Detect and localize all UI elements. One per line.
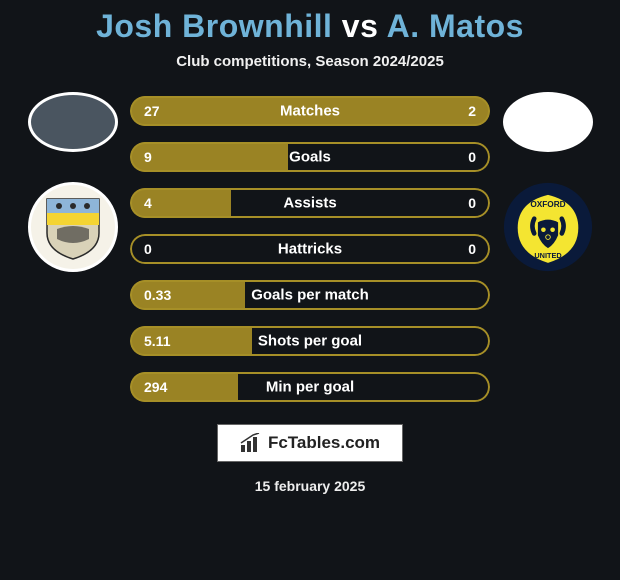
bar-value-left: 294	[144, 379, 167, 395]
title-player1: Josh Brownhill	[96, 8, 332, 44]
bar-fill-left	[130, 142, 288, 172]
player2-club-badge: OXFORD UNITED	[503, 182, 593, 272]
page-title: Josh Brownhill vs A. Matos	[96, 8, 524, 45]
bar-value-right: 0	[468, 149, 476, 165]
player1-club-badge	[28, 182, 118, 272]
bar-label: Goals	[289, 149, 331, 166]
bar-value-right: 0	[468, 241, 476, 257]
bar-label: Matches	[280, 103, 340, 120]
stat-row: 27 2 Matches	[130, 96, 490, 126]
chart-icon	[240, 433, 262, 453]
player2-avatar	[503, 92, 593, 152]
stat-row: 0 0 Hattricks	[130, 234, 490, 264]
footer: FcTables.com 15 february 2025	[217, 424, 403, 494]
club-text-bottom: UNITED	[534, 251, 561, 260]
left-side	[15, 92, 130, 272]
bar-value-left: 9	[144, 149, 152, 165]
stat-row: 0.33 Goals per match	[130, 280, 490, 310]
bar-value-right: 0	[468, 195, 476, 211]
bar-label: Shots per goal	[258, 333, 362, 350]
stat-row: 4 0 Assists	[130, 188, 490, 218]
main-row: 27 2 Matches 9 0 Goals 4 0 Assists 0 0 Hattricks 0.3…	[0, 92, 620, 402]
stat-row: 294 Min per goal	[130, 372, 490, 402]
title-player2: A. Matos	[387, 8, 524, 44]
title-vs: vs	[342, 8, 379, 44]
bar-value-left: 0.33	[144, 287, 171, 303]
club-badge-right-icon: OXFORD UNITED	[503, 182, 593, 272]
bar-label: Assists	[283, 195, 336, 212]
bar-label: Goals per match	[251, 287, 369, 304]
bar-label: Min per goal	[266, 379, 354, 396]
logo-box: FcTables.com	[217, 424, 403, 462]
bar-value-left: 27	[144, 103, 160, 119]
bar-value-right: 2	[468, 103, 476, 119]
subtitle: Club competitions, Season 2024/2025	[176, 53, 444, 70]
bar-value-left: 0	[144, 241, 152, 257]
stat-row: 9 0 Goals	[130, 142, 490, 172]
player1-avatar	[28, 92, 118, 152]
bar-value-left: 5.11	[144, 333, 170, 349]
stats-bars: 27 2 Matches 9 0 Goals 4 0 Assists 0 0 Hattricks 0.3…	[130, 92, 490, 402]
stat-row: 5.11 Shots per goal	[130, 326, 490, 356]
bar-label: Hattricks	[278, 241, 342, 258]
comparison-card: Josh Brownhill vs A. Matos Club competit…	[0, 0, 620, 580]
date-text: 15 february 2025	[255, 478, 366, 494]
right-side: OXFORD UNITED	[490, 92, 605, 272]
bar-value-left: 4	[144, 195, 152, 211]
club-text-top: OXFORD	[530, 200, 565, 209]
club-badge-left-icon	[43, 193, 103, 261]
logo-text: FcTables.com	[268, 433, 380, 453]
